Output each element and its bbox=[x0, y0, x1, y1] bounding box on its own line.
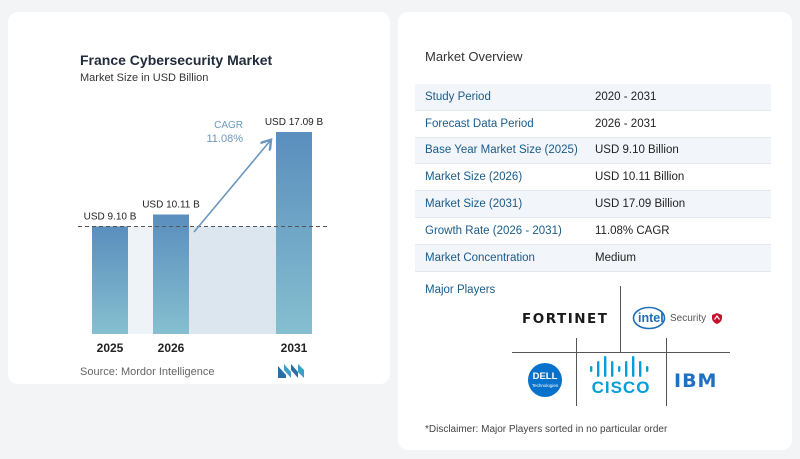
overview-row-label: Market Size (2026) bbox=[425, 171, 523, 184]
dell-wordmark: DELL bbox=[532, 371, 558, 382]
overview-row: Market Size (2026) USD 10.11 Billion bbox=[415, 164, 771, 192]
shield-icon bbox=[712, 313, 722, 324]
players-title: Major Players bbox=[425, 284, 496, 296]
bar-2031 bbox=[276, 132, 312, 334]
fortinet-logo: FORTINET bbox=[522, 310, 608, 328]
overview-row-value: 2020 - 2031 bbox=[595, 90, 657, 103]
overview-title: Market Overview bbox=[425, 49, 523, 64]
overview-row-value: Medium bbox=[595, 251, 636, 264]
grid-divider bbox=[576, 338, 577, 406]
overview-row-value: USD 9.10 Billion bbox=[595, 144, 679, 157]
ibm-wordmark: IBM bbox=[674, 370, 718, 392]
intel-wordmark: intel bbox=[638, 311, 664, 325]
x-tick-label: 2031 bbox=[281, 341, 308, 355]
growth-band bbox=[128, 226, 153, 334]
dell-technologies-logo: DELL Technologies bbox=[527, 362, 563, 398]
overview-row: Forecast Data Period 2026 - 2031 bbox=[415, 111, 771, 138]
source-note: Source: Mordor Intelligence bbox=[80, 366, 215, 378]
ibm-logo: IBM bbox=[674, 370, 717, 392]
x-tick-label: 2025 bbox=[97, 341, 124, 355]
overview-row-label: Market Concentration bbox=[425, 251, 535, 264]
overview-row-label: Base Year Market Size (2025) bbox=[425, 144, 578, 157]
cisco-bridge-icon bbox=[590, 356, 649, 377]
overview-row: Market Size (2031) USD 17.09 Billion bbox=[415, 191, 771, 218]
disclaimer: *Disclaimer: Major Players sorted in no … bbox=[425, 424, 668, 435]
fortinet-wordmark: FORTINET bbox=[522, 311, 609, 327]
growth-band bbox=[189, 226, 276, 334]
bar-2025 bbox=[92, 226, 128, 334]
market-size-chart: USD 9.10 B 2025 USD 10.11 B 2026 USD 17.09 B… bbox=[78, 117, 330, 355]
overview-row-value: 2026 - 2031 bbox=[595, 117, 657, 130]
x-tick-label: 2026 bbox=[158, 341, 185, 355]
bar-value-label: USD 10.11 B bbox=[142, 200, 200, 211]
cisco-logo: CISCO bbox=[586, 352, 656, 398]
overview-row: Market Concentration Medium bbox=[415, 244, 771, 272]
grid-divider bbox=[620, 286, 621, 352]
overview-table: Study Period 2020 - 2031 Forecast Data Per… bbox=[415, 84, 771, 272]
grid-divider bbox=[666, 338, 667, 406]
chart-title: France Cybersecurity Market bbox=[80, 52, 273, 68]
overview-row-label: Forecast Data Period bbox=[425, 117, 534, 130]
cagr-value: 11.08% bbox=[207, 133, 244, 145]
overview-row-label: Growth Rate (2026 - 2031) bbox=[425, 224, 562, 237]
overview-row-label: Market Size (2031) bbox=[425, 198, 523, 211]
bar-value-label: USD 17.09 B bbox=[265, 117, 324, 128]
dell-technologies-label: Technologies bbox=[531, 383, 559, 388]
intel-swoosh-icon bbox=[632, 306, 666, 330]
overview-row: Base Year Market Size (2025) USD 9.10 Bil… bbox=[415, 137, 771, 165]
dell-circle-icon bbox=[528, 363, 562, 397]
cagr-label: CAGR bbox=[214, 120, 243, 131]
cagr-arrow bbox=[193, 141, 270, 233]
bar-value-label: USD 9.10 B bbox=[84, 211, 137, 222]
grid-divider bbox=[512, 352, 730, 353]
bar-2026 bbox=[153, 214, 189, 334]
mordor-intelligence-logo bbox=[278, 364, 304, 378]
chart-subtitle: Market Size in USD Billion bbox=[80, 72, 209, 84]
intel-security-label: Security bbox=[670, 313, 707, 324]
overview-row-value: USD 10.11 Billion bbox=[595, 171, 685, 184]
overview-row: Growth Rate (2026 - 2031) 11.08% CAGR bbox=[415, 218, 771, 245]
overview-row-label: Study Period bbox=[425, 90, 491, 103]
overview-row-value: 11.08% CAGR bbox=[595, 224, 670, 237]
cisco-wordmark: CISCO bbox=[591, 378, 651, 397]
overview-row: Study Period 2020 - 2031 bbox=[415, 84, 771, 111]
intel-security-logo: intel Security bbox=[632, 303, 724, 333]
overview-row-value: USD 17.09 Billion bbox=[595, 198, 686, 211]
